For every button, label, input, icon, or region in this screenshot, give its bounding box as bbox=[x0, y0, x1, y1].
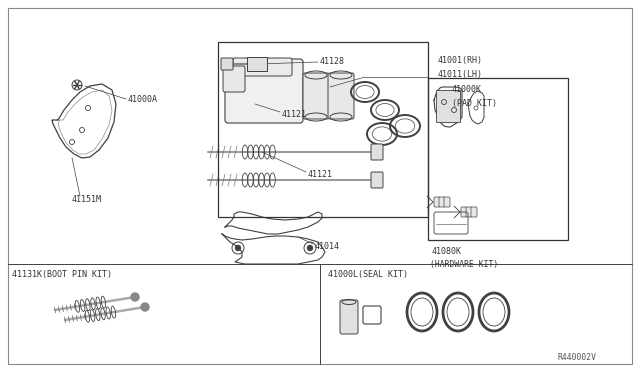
Text: 41011(LH): 41011(LH) bbox=[438, 70, 483, 78]
FancyBboxPatch shape bbox=[371, 144, 383, 160]
Ellipse shape bbox=[411, 298, 433, 326]
FancyBboxPatch shape bbox=[471, 207, 477, 217]
Text: 41014: 41014 bbox=[315, 241, 340, 250]
FancyBboxPatch shape bbox=[340, 300, 358, 334]
Text: 41151M: 41151M bbox=[72, 195, 102, 203]
Circle shape bbox=[131, 293, 139, 301]
Bar bbox=[247, 57, 267, 71]
FancyBboxPatch shape bbox=[225, 59, 303, 123]
Bar bbox=[218, 42, 428, 217]
Text: 41000A: 41000A bbox=[128, 94, 158, 103]
FancyBboxPatch shape bbox=[439, 197, 445, 207]
Text: 41121: 41121 bbox=[308, 170, 333, 179]
FancyBboxPatch shape bbox=[233, 58, 292, 76]
Text: (PAD KIT): (PAD KIT) bbox=[452, 99, 497, 108]
Bar bbox=[436, 90, 460, 122]
Circle shape bbox=[141, 303, 149, 311]
FancyBboxPatch shape bbox=[461, 207, 467, 217]
Text: 41001(RH): 41001(RH) bbox=[438, 55, 483, 64]
Text: (HARDWARE KIT): (HARDWARE KIT) bbox=[430, 260, 499, 269]
FancyBboxPatch shape bbox=[466, 207, 472, 217]
Circle shape bbox=[236, 246, 241, 250]
Text: 41080K: 41080K bbox=[432, 247, 462, 256]
Text: R440002V: R440002V bbox=[558, 353, 597, 362]
Text: 41131K(BOOT PIN KIT): 41131K(BOOT PIN KIT) bbox=[12, 270, 112, 279]
FancyBboxPatch shape bbox=[303, 73, 329, 119]
Text: 41121: 41121 bbox=[282, 109, 307, 119]
Bar bbox=[428, 78, 568, 240]
FancyBboxPatch shape bbox=[328, 73, 354, 119]
FancyBboxPatch shape bbox=[371, 172, 383, 188]
FancyBboxPatch shape bbox=[221, 58, 233, 70]
Ellipse shape bbox=[447, 298, 469, 326]
Circle shape bbox=[307, 246, 312, 250]
FancyBboxPatch shape bbox=[434, 197, 440, 207]
Text: 41128: 41128 bbox=[320, 57, 345, 65]
FancyBboxPatch shape bbox=[444, 197, 450, 207]
Text: 41000L(SEAL KIT): 41000L(SEAL KIT) bbox=[328, 270, 408, 279]
Text: 41000K: 41000K bbox=[452, 84, 482, 93]
FancyBboxPatch shape bbox=[223, 66, 245, 92]
Ellipse shape bbox=[483, 298, 505, 326]
